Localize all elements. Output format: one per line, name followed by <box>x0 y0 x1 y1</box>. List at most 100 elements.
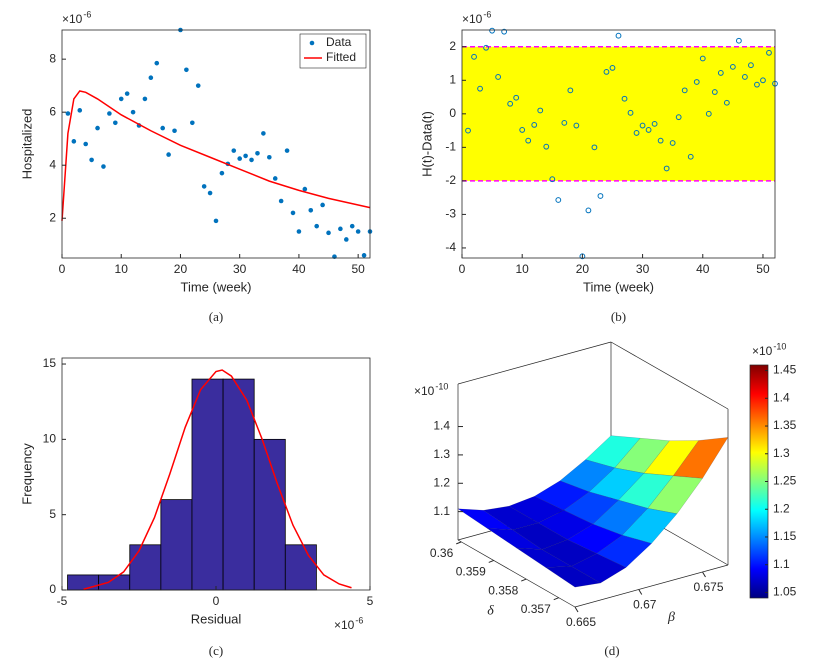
y-tick-label: -3 <box>445 207 456 221</box>
data-point <box>681 87 688 94</box>
data-point <box>118 96 124 102</box>
x-tick-label: 50 <box>756 262 770 276</box>
data-point <box>83 141 88 147</box>
y-tick-label: 2 <box>449 39 456 53</box>
delta-tick <box>521 578 527 582</box>
delta-tick-label: 0.357 <box>521 602 551 616</box>
x-tick-label: 5 <box>367 594 374 608</box>
data-point <box>272 176 278 181</box>
data-point <box>603 69 610 75</box>
fitted-line <box>61 90 371 221</box>
histogram-bar <box>191 378 224 591</box>
data-point <box>573 122 580 129</box>
colorbar-tick-label: 1.05 <box>773 585 797 599</box>
colorbar-tick-label: 1.2 <box>773 501 790 515</box>
legend-label: Data <box>326 35 352 49</box>
delta-tick <box>456 541 462 545</box>
data-point <box>766 49 772 56</box>
caption: (a) <box>209 309 223 324</box>
data-point <box>101 164 106 169</box>
y-tick-label: -1 <box>445 140 456 154</box>
box-edge <box>457 341 612 385</box>
axes-box <box>461 29 776 259</box>
axis-multiplier: ×10 <box>414 384 435 398</box>
data-point <box>290 210 296 216</box>
data-point <box>148 75 154 81</box>
x-tick-label: 40 <box>292 262 306 276</box>
x-tick-label: 0 <box>59 262 66 276</box>
data-point <box>355 229 361 234</box>
x-tick-label: 50 <box>351 262 365 276</box>
data-point <box>705 110 712 117</box>
y-tick-label: 0 <box>49 582 56 596</box>
axis-multiplier-exponent: -10 <box>435 381 448 391</box>
data-point <box>302 186 308 192</box>
data-point <box>314 223 319 229</box>
histogram-bar <box>284 544 317 591</box>
beta-axis-label: β <box>667 610 675 625</box>
histogram-bar <box>160 499 193 591</box>
data-point <box>561 119 568 126</box>
y-tick-label: 5 <box>49 507 56 521</box>
data-point <box>95 125 100 131</box>
data-point <box>219 170 225 176</box>
x-tick-label: 10 <box>516 262 530 276</box>
data-point <box>699 55 706 62</box>
x-tick-label: -5 <box>57 594 68 608</box>
x-tick-label: 0 <box>213 594 220 608</box>
z-tick-label: 1.2 <box>433 475 450 489</box>
axis-multiplier: ×10 <box>752 344 773 358</box>
delta-axis-label: δ <box>487 604 494 619</box>
data-point <box>142 96 148 102</box>
data-point <box>243 153 248 159</box>
data-point <box>627 109 634 116</box>
y-tick-label: 15 <box>43 356 57 370</box>
caption: (d) <box>604 643 619 658</box>
box-edge <box>610 341 729 410</box>
data-point <box>537 107 544 114</box>
histogram-bar <box>222 378 255 591</box>
delta-tick-label: 0.359 <box>456 565 486 579</box>
x-axis-label: Time (week) <box>180 279 251 294</box>
data-point <box>489 27 495 34</box>
beta-tick-label: 0.67 <box>633 598 657 612</box>
data-point <box>296 229 302 234</box>
data-point <box>754 81 760 88</box>
y-axis-label: Frequency <box>19 443 34 505</box>
y-tick-label: 1 <box>449 72 456 86</box>
data-point <box>675 114 682 121</box>
legend-marker <box>309 40 315 46</box>
beta-tick <box>638 589 643 595</box>
legend-label: Fitted <box>326 50 356 64</box>
band <box>462 46 775 181</box>
data-point <box>107 111 112 116</box>
data-point <box>591 144 598 151</box>
data-point <box>160 125 165 131</box>
colorbar-tick-label: 1.4 <box>773 390 790 404</box>
y-tick-label: 10 <box>43 432 57 446</box>
data-point <box>207 190 213 196</box>
data-point <box>657 137 664 144</box>
data-point <box>645 127 652 133</box>
delta-tick-label: 0.36 <box>430 546 454 560</box>
data-point <box>278 198 284 204</box>
data-point <box>284 148 290 153</box>
data-point <box>760 77 766 84</box>
data-point <box>172 128 177 134</box>
data-point <box>525 137 532 144</box>
data-point <box>77 108 83 113</box>
data-point <box>344 237 349 242</box>
data-point <box>495 74 502 80</box>
caption: (c) <box>209 643 223 658</box>
data-point <box>639 122 646 129</box>
y-axis-label: H(t)-Data(t) <box>419 111 434 177</box>
y-tick-label: 8 <box>49 51 56 65</box>
x-tick-label: 10 <box>115 262 129 276</box>
data-point <box>465 127 471 134</box>
data-point <box>249 157 254 163</box>
data-point <box>651 120 658 127</box>
data-point <box>579 253 586 260</box>
data-point <box>507 100 514 107</box>
axis-multiplier-exponent: -6 <box>83 9 91 19</box>
data-point <box>195 83 201 88</box>
